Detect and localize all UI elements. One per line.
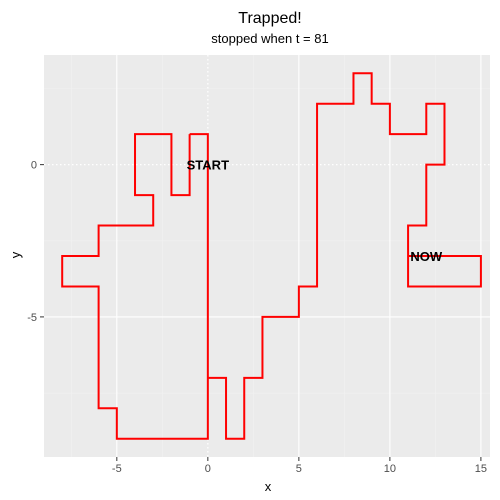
chart-title: Trapped!	[238, 10, 301, 27]
trajectory-segment-2	[207, 72, 482, 440]
x-tick-label: 10	[384, 463, 396, 475]
x-tick-label: 0	[205, 463, 211, 475]
x-axis-label: x	[265, 479, 272, 494]
chart-subtitle: stopped when t = 81	[211, 31, 328, 46]
minor-gridlines	[44, 55, 490, 457]
y-axis-ticks: 0 -5	[27, 160, 44, 324]
y-tick-label: 0	[31, 160, 37, 172]
x-tick-label: -5	[112, 463, 122, 475]
trajectory-paths	[61, 72, 482, 440]
annotation-now: NOW	[410, 249, 443, 264]
x-tick-label: 5	[296, 463, 302, 475]
annotations: START NOW	[187, 158, 443, 264]
y-axis-label: y	[8, 251, 23, 258]
trajectory-segment-1	[61, 133, 209, 440]
x-tick-label: 15	[475, 463, 487, 475]
x-axis-ticks: -5 0 5 10 15	[112, 457, 487, 475]
annotation-start: START	[187, 158, 229, 173]
y-tick-label: -5	[27, 312, 37, 324]
